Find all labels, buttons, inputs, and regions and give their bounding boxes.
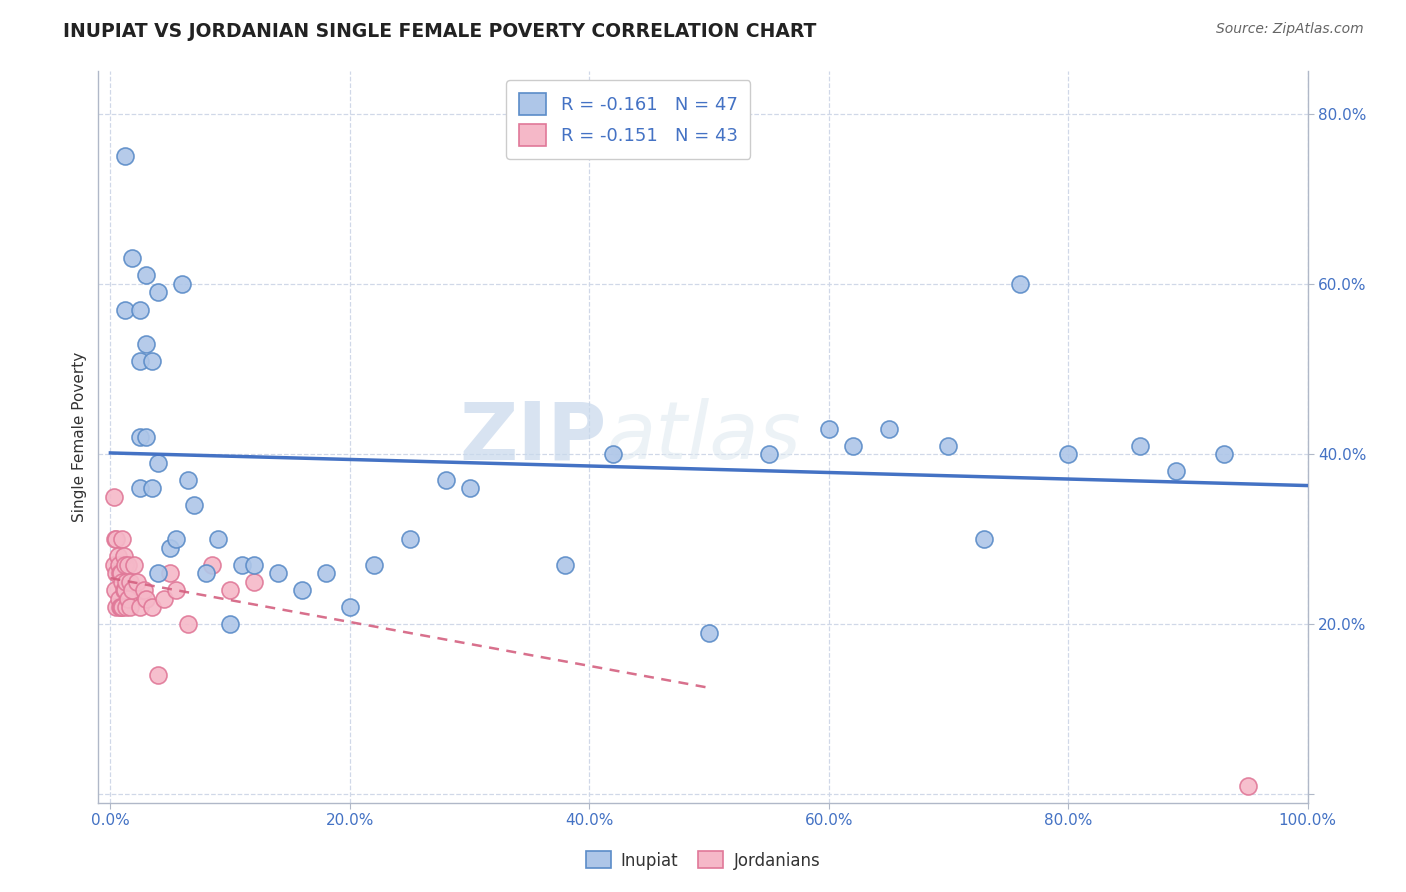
Point [817, 421, 839, 435]
Point [291, 583, 314, 598]
Point [111, 532, 134, 546]
Point [1164, 464, 1187, 478]
Point [110, 566, 132, 581]
Point [458, 481, 481, 495]
Point [135, 430, 157, 444]
Point [107, 549, 129, 563]
Point [115, 600, 138, 615]
Point [103, 490, 125, 504]
Point [124, 558, 146, 572]
Point [141, 600, 163, 615]
Point [129, 430, 152, 444]
Point [117, 591, 139, 606]
Point [108, 566, 131, 581]
Point [1057, 447, 1080, 461]
Point [697, 625, 720, 640]
Point [153, 591, 176, 606]
Point [148, 285, 170, 300]
Point [165, 532, 187, 546]
Point [112, 583, 135, 598]
Point [135, 336, 157, 351]
Point [554, 558, 576, 572]
Point [877, 421, 900, 435]
Point [129, 600, 152, 615]
Point [114, 302, 136, 317]
Point [363, 558, 385, 572]
Point [243, 558, 266, 572]
Point [111, 574, 134, 589]
Point [148, 456, 170, 470]
Point [159, 566, 181, 581]
Point [104, 583, 127, 598]
Point [141, 481, 163, 495]
Point [177, 473, 200, 487]
Point [112, 549, 135, 563]
Point [148, 566, 170, 581]
Point [111, 600, 134, 615]
Point [219, 617, 242, 632]
Point [758, 447, 780, 461]
Point [207, 532, 229, 546]
Point [267, 566, 290, 581]
Point [159, 541, 181, 555]
Point [132, 583, 155, 598]
Point [108, 600, 131, 615]
Y-axis label: Single Female Poverty: Single Female Poverty [72, 352, 87, 522]
Point [339, 600, 361, 615]
Point [1010, 277, 1032, 291]
Point [398, 532, 420, 546]
Point [1212, 447, 1234, 461]
Point [243, 574, 266, 589]
Point [219, 583, 242, 598]
Text: ZIP: ZIP [458, 398, 606, 476]
Point [118, 574, 141, 589]
Point [104, 532, 127, 546]
Point [121, 583, 143, 598]
Point [125, 574, 148, 589]
Point [1129, 439, 1152, 453]
Point [201, 558, 224, 572]
Point [148, 668, 170, 682]
Point [114, 149, 136, 163]
Point [105, 566, 128, 581]
Text: Source: ZipAtlas.com: Source: ZipAtlas.com [1216, 22, 1364, 37]
Point [434, 473, 457, 487]
Point [165, 583, 187, 598]
Point [231, 558, 253, 572]
Text: INUPIAT VS JORDANIAN SINGLE FEMALE POVERTY CORRELATION CHART: INUPIAT VS JORDANIAN SINGLE FEMALE POVER… [63, 22, 817, 41]
Point [129, 353, 152, 368]
Point [107, 591, 129, 606]
Point [177, 617, 200, 632]
Point [1236, 779, 1258, 793]
Point [141, 353, 163, 368]
Point [135, 591, 157, 606]
Point [135, 268, 157, 283]
Legend: Inupiat, Jordanians: Inupiat, Jordanians [586, 851, 820, 870]
Point [602, 447, 624, 461]
Point [110, 600, 132, 615]
Point [315, 566, 337, 581]
Point [114, 558, 136, 572]
Point [105, 600, 128, 615]
Point [195, 566, 218, 581]
Point [103, 558, 125, 572]
Point [118, 600, 141, 615]
Point [105, 532, 128, 546]
Point [114, 583, 136, 598]
Point [172, 277, 194, 291]
Point [115, 574, 138, 589]
Point [841, 439, 863, 453]
Point [107, 558, 129, 572]
Point [973, 532, 995, 546]
Point [938, 439, 960, 453]
Point [183, 498, 205, 512]
Point [129, 302, 152, 317]
Point [129, 481, 152, 495]
Text: atlas: atlas [606, 398, 801, 476]
Point [121, 252, 143, 266]
Point [117, 558, 139, 572]
